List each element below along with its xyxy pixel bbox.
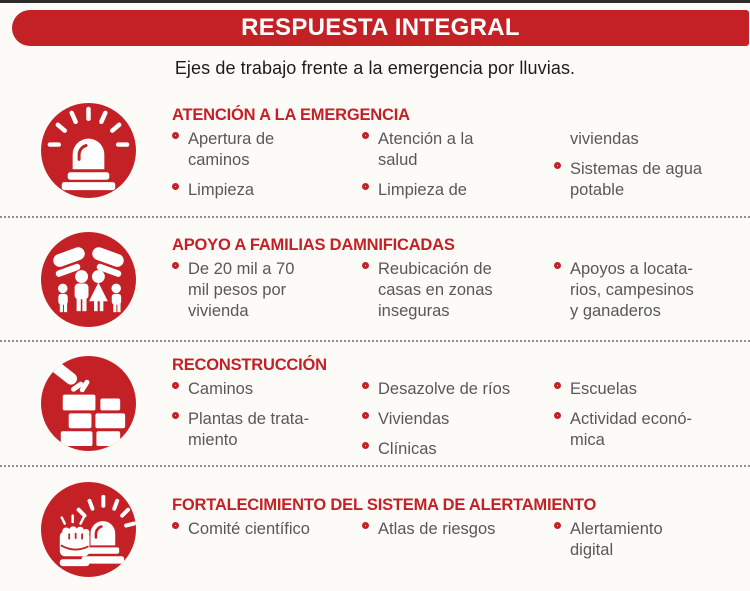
dotted-separator: [0, 216, 750, 218]
list-item-text: Desazolve de ríos: [378, 380, 511, 398]
top-strip: [0, 0, 750, 3]
bullet-icon: [362, 412, 369, 419]
bullet-icon: [172, 522, 179, 529]
list-item-text: Alertamiento digital: [570, 520, 663, 559]
bullet-icon: [172, 183, 179, 190]
section-heading: APOYO A FAMILIAS DAMNIFICADAS: [172, 236, 455, 254]
bullet-icon: [554, 412, 561, 419]
dotted-separator: [0, 340, 750, 342]
column: Comité científico: [172, 519, 362, 570]
bullet-icon: [554, 162, 561, 169]
list-item: Alertamiento digital: [554, 519, 750, 561]
list-item: Reubicación de casas en zonas inseguras: [362, 259, 554, 322]
list-item-text: Limpieza de: [378, 181, 467, 199]
column: Apoyos a locata- rios, campesinos y gana…: [554, 259, 750, 331]
list-item: Escuelas: [554, 379, 750, 400]
list-item: Actividad econó- mica: [554, 409, 750, 451]
list-item: Desazolve de ríos: [362, 379, 554, 400]
list-item: Apoyos a locata- rios, campesinos y gana…: [554, 259, 750, 322]
column: De 20 mil a 70 mil pesos por vivienda: [172, 259, 362, 331]
list-item: Clínicas: [362, 439, 554, 460]
list-item-continuation: viviendas: [554, 129, 750, 150]
bullet-icon: [172, 412, 179, 419]
list-item: De 20 mil a 70 mil pesos por vivienda: [172, 259, 362, 322]
column: viviendas Sistemas de agua potable: [554, 129, 750, 210]
column: Escuelas Actividad econó- mica: [554, 379, 750, 469]
bullet-icon: [554, 382, 561, 389]
section-columns: De 20 mil a 70 mil pesos por vivienda Re…: [172, 259, 750, 331]
list-item: Caminos: [172, 379, 362, 400]
header-bar: RESPUESTA INTEGRAL: [12, 10, 749, 46]
list-item-text: Sistemas de agua potable: [570, 160, 703, 199]
page-title: RESPUESTA INTEGRAL: [241, 14, 520, 41]
bullet-icon: [172, 382, 179, 389]
column: Reubicación de casas en zonas inseguras: [362, 259, 554, 331]
list-item-text: Comité científico: [188, 520, 310, 538]
list-item-text: Reubicación de casas en zonas inseguras: [378, 260, 493, 320]
bullet-icon: [362, 262, 369, 269]
list-item-text: Apertura de caminos: [188, 130, 275, 169]
section-heading: FORTALECIMIENTO DEL SISTEMA DE ALERTAMIE…: [172, 496, 597, 514]
bullet-icon: [362, 132, 369, 139]
list-item: Sistemas de agua potable: [554, 159, 750, 201]
list-item-text: Clínicas: [378, 440, 437, 458]
section-heading: ATENCIÓN A LA EMERGENCIA: [172, 106, 410, 124]
section-heading: RECONSTRUCCIÓN: [172, 356, 327, 374]
bullet-icon: [362, 522, 369, 529]
list-item: Atención a la salud: [362, 129, 554, 171]
list-item: Apertura de caminos: [172, 129, 362, 171]
reconstruction-bricks-icon: [41, 356, 136, 451]
column: Alertamiento digital: [554, 519, 750, 570]
list-item: Limpieza de: [362, 180, 554, 201]
list-item-text: Atlas de riesgos: [378, 520, 496, 538]
list-item-text: Atención a la salud: [378, 130, 474, 169]
list-item-text: Escuelas: [570, 380, 637, 398]
bullet-icon: [554, 262, 561, 269]
list-item: Limpieza: [172, 180, 362, 201]
section-columns: Apertura de caminos Limpieza Atención a …: [172, 129, 750, 210]
bullet-icon: [172, 262, 179, 269]
section-columns: Caminos Plantas de trata- miento Desazol…: [172, 379, 750, 469]
list-item: Comité científico: [172, 519, 362, 540]
bullet-icon: [362, 183, 369, 190]
list-item-text: viviendas: [570, 130, 639, 148]
family-protection-icon: [41, 232, 136, 327]
list-item: Viviendas: [362, 409, 554, 430]
emergency-siren-icon: [41, 103, 136, 198]
bullet-icon: [554, 522, 561, 529]
list-item-text: Actividad econó- mica: [570, 410, 692, 449]
list-item: Plantas de trata- miento: [172, 409, 362, 451]
list-item-text: Viviendas: [378, 410, 450, 428]
list-item-text: De 20 mil a 70 mil pesos por vivienda: [188, 260, 295, 320]
section-columns: Comité científico Atlas de riesgos Alert…: [172, 519, 750, 570]
column: Desazolve de ríos Viviendas Clínicas: [362, 379, 554, 469]
alert-system-fist-icon: [41, 482, 136, 577]
bullet-icon: [172, 132, 179, 139]
column: Caminos Plantas de trata- miento: [172, 379, 362, 469]
bullet-icon: [362, 382, 369, 389]
page-subtitle: Ejes de trabajo frente a la emergencia p…: [174, 58, 576, 78]
column: Atención a la salud Limpieza de: [362, 129, 554, 210]
list-item-text: Plantas de trata- miento: [188, 410, 310, 449]
list-item-text: Limpieza: [188, 181, 255, 199]
list-item-text: Apoyos a locata- rios, campesinos y gana…: [570, 260, 694, 320]
list-item-text: Caminos: [188, 380, 254, 398]
column: Atlas de riesgos: [362, 519, 554, 570]
bullet-icon: [362, 442, 369, 449]
column: Apertura de caminos Limpieza: [172, 129, 362, 210]
dotted-separator: [0, 465, 750, 467]
list-item: Atlas de riesgos: [362, 519, 554, 540]
